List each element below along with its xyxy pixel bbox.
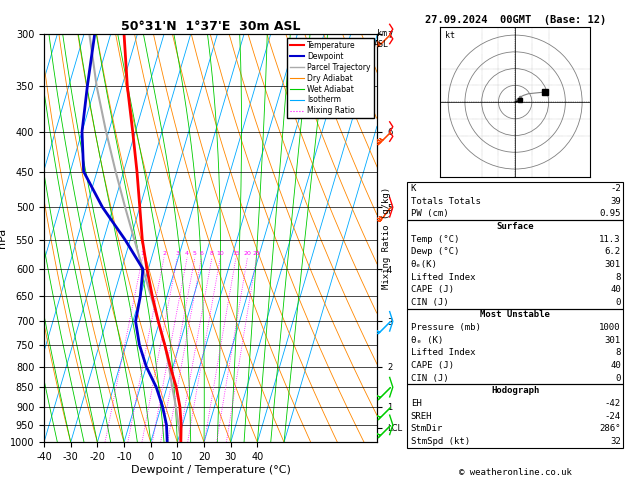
Text: 15: 15 [232, 251, 240, 256]
Text: 8: 8 [615, 273, 621, 281]
Text: 0: 0 [615, 374, 621, 382]
Text: Temp (°C): Temp (°C) [411, 235, 459, 243]
Text: 0.95: 0.95 [599, 209, 621, 218]
Text: Surface: Surface [496, 222, 534, 231]
Text: 1: 1 [140, 251, 145, 256]
Text: 301: 301 [604, 260, 621, 269]
Text: kt: kt [445, 32, 455, 40]
Text: 10: 10 [216, 251, 224, 256]
Text: K: K [411, 184, 416, 193]
Text: 27.09.2024  00GMT  (Base: 12): 27.09.2024 00GMT (Base: 12) [425, 15, 606, 25]
Text: Lifted Index: Lifted Index [411, 273, 476, 281]
Text: 39: 39 [610, 197, 621, 206]
Text: 8: 8 [615, 348, 621, 357]
Text: 3: 3 [175, 251, 179, 256]
Text: StmSpd (kt): StmSpd (kt) [411, 437, 470, 446]
Text: © weatheronline.co.uk: © weatheronline.co.uk [459, 468, 572, 477]
Text: PW (cm): PW (cm) [411, 209, 448, 218]
Text: θₑ (K): θₑ (K) [411, 336, 443, 345]
Text: 40: 40 [610, 361, 621, 370]
Title: 50°31'N  1°37'E  30m ASL: 50°31'N 1°37'E 30m ASL [121, 20, 301, 33]
Text: 25: 25 [253, 251, 260, 256]
Text: 2: 2 [162, 251, 166, 256]
Text: 40: 40 [610, 285, 621, 294]
Text: 8: 8 [210, 251, 214, 256]
Text: Pressure (mb): Pressure (mb) [411, 323, 481, 332]
Text: 301: 301 [604, 336, 621, 345]
Text: km
ASL: km ASL [374, 29, 389, 49]
Text: -42: -42 [604, 399, 621, 408]
Text: 286°: 286° [599, 424, 621, 433]
Text: 5: 5 [193, 251, 197, 256]
Legend: Temperature, Dewpoint, Parcel Trajectory, Dry Adiabat, Wet Adiabat, Isotherm, Mi: Temperature, Dewpoint, Parcel Trajectory… [287, 38, 374, 119]
Text: Totals Totals: Totals Totals [411, 197, 481, 206]
Text: 1000: 1000 [599, 323, 621, 332]
Text: -24: -24 [604, 412, 621, 420]
Text: 0: 0 [615, 298, 621, 307]
Text: Lifted Index: Lifted Index [411, 348, 476, 357]
Y-axis label: hPa: hPa [0, 228, 7, 248]
Text: -2: -2 [610, 184, 621, 193]
Text: StmDir: StmDir [411, 424, 443, 433]
Text: CIN (J): CIN (J) [411, 374, 448, 382]
Text: 32: 32 [610, 437, 621, 446]
Text: Most Unstable: Most Unstable [480, 311, 550, 319]
Text: 4: 4 [185, 251, 189, 256]
Text: 6.2: 6.2 [604, 247, 621, 256]
X-axis label: Dewpoint / Temperature (°C): Dewpoint / Temperature (°C) [131, 465, 291, 475]
Text: Dewp (°C): Dewp (°C) [411, 247, 459, 256]
Text: 11.3: 11.3 [599, 235, 621, 243]
Text: 20: 20 [243, 251, 252, 256]
Text: EH: EH [411, 399, 421, 408]
Text: Hodograph: Hodograph [491, 386, 539, 395]
Text: SREH: SREH [411, 412, 432, 420]
Text: CAPE (J): CAPE (J) [411, 361, 454, 370]
Text: CAPE (J): CAPE (J) [411, 285, 454, 294]
Text: Mixing Ratio (g/kg): Mixing Ratio (g/kg) [382, 187, 391, 289]
Text: θₑ(K): θₑ(K) [411, 260, 438, 269]
Text: 6: 6 [199, 251, 203, 256]
Text: CIN (J): CIN (J) [411, 298, 448, 307]
